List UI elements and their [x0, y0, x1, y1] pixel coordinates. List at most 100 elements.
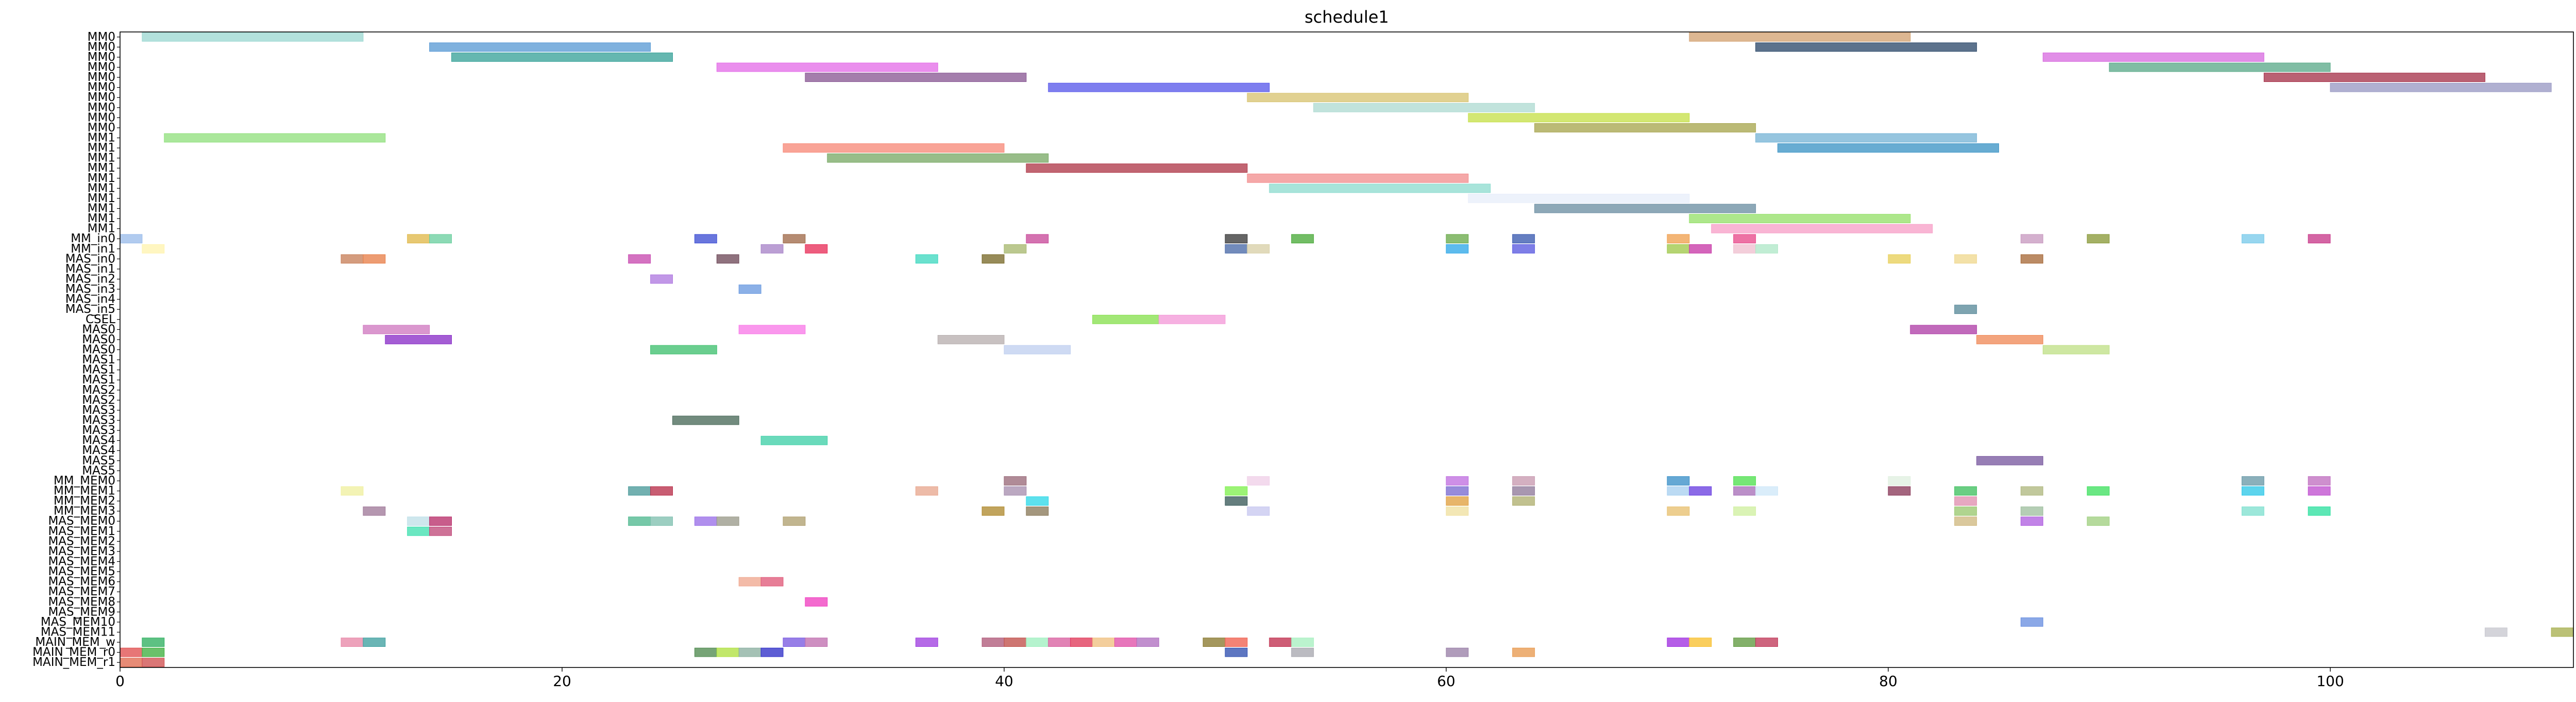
task-bar [1733, 506, 1756, 516]
task-bar [1954, 254, 1977, 264]
task-bar [1689, 486, 1712, 496]
row-label: MM0 [88, 111, 115, 124]
task-bar [1446, 496, 1469, 506]
task-bar [429, 42, 651, 52]
task-bar [1026, 638, 1049, 647]
row-label: CSEL [86, 313, 115, 326]
task-bar [429, 526, 452, 536]
task-bar [2087, 516, 2110, 526]
task-bar [805, 73, 1027, 82]
task-bar [2308, 476, 2331, 486]
task-bar [1247, 93, 1469, 103]
row-label: MM1 [88, 172, 115, 185]
row-label: MAS3 [82, 404, 115, 417]
task-bar [2087, 486, 2110, 496]
task-bar [407, 234, 430, 244]
task-bar [142, 647, 165, 657]
task-bar [1888, 254, 1911, 264]
task-bar [1468, 194, 1690, 203]
task-bar [429, 234, 452, 244]
task-bar [2020, 254, 2043, 264]
task-bar [1026, 234, 1049, 244]
task-bar [120, 658, 143, 667]
task-bar [2020, 617, 2043, 627]
task-bar [1954, 486, 1977, 496]
task-bar [2042, 345, 2110, 355]
row-label: MAS_MEM11 [41, 626, 115, 639]
task-bar [628, 516, 651, 526]
task-bar [363, 506, 386, 516]
task-bar [1910, 325, 1977, 335]
task-bar [1733, 244, 1756, 254]
task-bar [1446, 647, 1469, 657]
task-bar [2241, 486, 2264, 496]
task-bar [1512, 486, 1535, 496]
task-bar [1070, 638, 1093, 647]
task-bar [1667, 486, 1690, 496]
row-label: MAS_MEM3 [48, 545, 115, 558]
task-bar [120, 647, 143, 657]
task-bar [1291, 647, 1314, 657]
task-bar [716, 516, 739, 526]
x-tick-label: 100 [2316, 673, 2344, 690]
task-bar [1667, 234, 1690, 244]
task-bar [341, 254, 364, 264]
row-label: MAS_MEM1 [48, 525, 115, 538]
task-bar [738, 577, 761, 587]
task-bar [2308, 506, 2331, 516]
row-label: MM1 [88, 131, 115, 145]
task-bar [1225, 244, 1248, 254]
task-bar [1534, 123, 1756, 132]
chart-title: schedule1 [1304, 7, 1389, 27]
task-bar [1247, 173, 1469, 183]
task-bar [407, 526, 430, 536]
task-bar [1733, 234, 1756, 244]
task-bar [805, 638, 828, 647]
task-bar [981, 506, 1005, 516]
task-bar [1667, 638, 1690, 647]
row-label: MAS_MEM8 [48, 595, 115, 609]
task-bar [1247, 506, 1270, 516]
task-bar [1689, 244, 1712, 254]
task-bar [363, 254, 386, 264]
task-bar [1158, 314, 1226, 324]
task-bar [2109, 62, 2331, 72]
task-bar [1755, 486, 1778, 496]
row-label: MAIN_MEM_r0 [32, 646, 115, 659]
task-bar [142, 658, 165, 667]
task-bar [2551, 627, 2574, 637]
task-bar [1291, 638, 1314, 647]
task-bar [1711, 224, 1933, 233]
task-bar [2484, 627, 2507, 637]
task-bar [915, 638, 938, 647]
row-label: MAS4 [82, 434, 115, 447]
row-label: MAS_in3 [65, 282, 115, 296]
row-label: MM0 [88, 61, 115, 74]
row-label: MAS4 [82, 444, 115, 457]
task-bar [1136, 638, 1159, 647]
task-bar [2020, 234, 2043, 244]
row-label: MM_MEM0 [54, 474, 115, 488]
task-bar [1026, 163, 1248, 173]
task-bar [1446, 244, 1469, 254]
task-bar [1954, 506, 1977, 516]
task-bar [1888, 476, 1911, 486]
task-bar [142, 244, 165, 254]
task-bar [1004, 638, 1027, 647]
task-bar [1689, 638, 1712, 647]
task-bar [407, 516, 430, 526]
x-tick-label: 20 [553, 673, 571, 690]
task-bar [1534, 204, 1756, 213]
row-label: MM0 [88, 40, 115, 54]
row-label: MM0 [88, 101, 115, 114]
task-bar [1689, 32, 1911, 42]
task-bar [2308, 234, 2331, 244]
task-bar [738, 285, 761, 294]
task-bar [1092, 314, 1159, 324]
task-bar [341, 638, 364, 647]
task-bar [1976, 456, 2043, 465]
row-label: MAS_MEM9 [48, 605, 115, 619]
task-bar [1247, 244, 1270, 254]
task-bar [363, 325, 430, 335]
